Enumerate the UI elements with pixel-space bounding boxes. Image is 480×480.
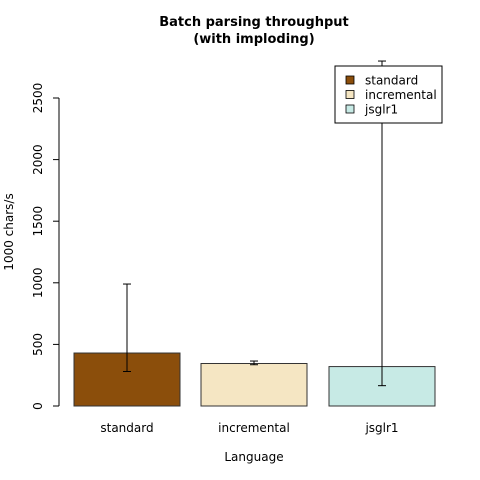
x-tick-label-incremental: incremental: [218, 421, 290, 435]
chart-title-line2: (with imploding): [193, 32, 314, 47]
y-tick-label: 1500: [31, 206, 45, 237]
y-tick-label: 2500: [31, 83, 45, 114]
bar-incremental: [200, 362, 308, 407]
legend-label-incremental: incremental: [365, 88, 437, 102]
y-tick-label: 500: [31, 333, 45, 356]
legend-label-standard: standard: [365, 74, 418, 88]
legend-swatch-standard: [345, 75, 355, 85]
y-axis: 0 500 1000 1500 2000 2500: [31, 83, 60, 410]
x-tick-labels: standard incremental jsglr1: [100, 421, 398, 435]
y-axis-label: 1000 chars/s: [2, 193, 16, 270]
bars: [73, 352, 436, 407]
x-tick-label-standard: standard: [100, 421, 153, 435]
y-tick-label: 1000: [31, 268, 45, 299]
legend-label-jsglr1: jsglr1: [364, 103, 398, 117]
legend-swatch-incremental: [345, 90, 355, 99]
legend-swatch-jsglr1: [345, 104, 355, 114]
chart-title-line1: Batch parsing throughput: [159, 15, 349, 30]
x-tick-label-jsglr1: jsglr1: [364, 421, 398, 435]
y-tick-label: 0: [31, 402, 45, 410]
y-tick-label: 2000: [31, 144, 45, 175]
x-axis-label: Language: [224, 450, 283, 464]
